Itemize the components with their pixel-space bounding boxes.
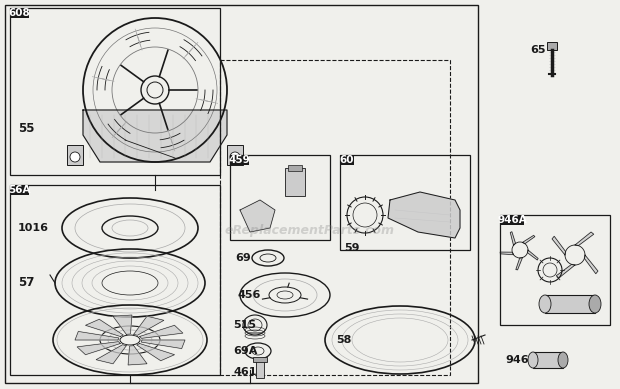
Text: 946A: 946A [497, 215, 527, 225]
Bar [500, 215, 524, 225]
Polygon shape [523, 235, 535, 244]
Bar [220, 60, 450, 375]
Polygon shape [500, 252, 513, 255]
Polygon shape [388, 192, 460, 238]
Bar [227, 145, 243, 165]
Bar [10, 185, 220, 375]
Text: 69A: 69A [233, 346, 257, 356]
Bar [533, 352, 563, 368]
Ellipse shape [539, 295, 551, 313]
Text: eReplacementParts.com: eReplacementParts.com [225, 224, 395, 237]
Text: 60: 60 [340, 155, 354, 165]
Text: 56A: 56A [8, 185, 31, 195]
Ellipse shape [230, 152, 240, 162]
Polygon shape [86, 319, 123, 336]
Polygon shape [141, 340, 185, 349]
Polygon shape [516, 258, 523, 270]
Bar [547, 42, 557, 50]
Polygon shape [83, 110, 227, 162]
Text: 459: 459 [229, 155, 250, 165]
Bar [230, 155, 249, 165]
Polygon shape [575, 232, 594, 245]
Text: 456: 456 [237, 290, 260, 300]
Bar [256, 360, 264, 378]
Polygon shape [240, 200, 275, 232]
Bar [340, 155, 470, 250]
Text: 515: 515 [233, 320, 256, 330]
Bar [545, 295, 595, 313]
Text: 69: 69 [235, 253, 250, 263]
Text: 58: 58 [336, 335, 352, 345]
Ellipse shape [589, 295, 601, 313]
Polygon shape [113, 315, 132, 334]
Polygon shape [510, 232, 515, 245]
Bar [288, 165, 302, 171]
Polygon shape [77, 342, 120, 355]
Bar [10, 185, 29, 195]
Text: 55: 55 [18, 121, 35, 135]
Text: 946: 946 [505, 355, 529, 365]
Text: 57: 57 [18, 277, 34, 289]
Ellipse shape [558, 352, 568, 368]
Polygon shape [140, 325, 183, 338]
Polygon shape [556, 265, 575, 278]
Ellipse shape [70, 152, 80, 162]
Polygon shape [585, 255, 598, 274]
Polygon shape [552, 236, 565, 255]
Polygon shape [128, 346, 147, 365]
Polygon shape [137, 343, 174, 361]
Text: 59: 59 [344, 243, 360, 253]
Polygon shape [75, 331, 118, 340]
Text: 608: 608 [9, 8, 30, 18]
Bar [10, 8, 220, 175]
Text: 461: 461 [233, 367, 257, 377]
Text: 1016: 1016 [18, 223, 49, 233]
Ellipse shape [528, 352, 538, 368]
Bar [340, 155, 354, 165]
Bar [5, 5, 478, 383]
Polygon shape [96, 345, 126, 364]
Bar [500, 215, 610, 325]
Polygon shape [134, 316, 164, 335]
Bar [230, 155, 330, 240]
Polygon shape [528, 250, 538, 260]
Bar [285, 168, 305, 196]
Text: 65: 65 [530, 45, 546, 55]
Bar [67, 145, 83, 165]
Bar [10, 8, 29, 18]
Bar [253, 357, 267, 362]
